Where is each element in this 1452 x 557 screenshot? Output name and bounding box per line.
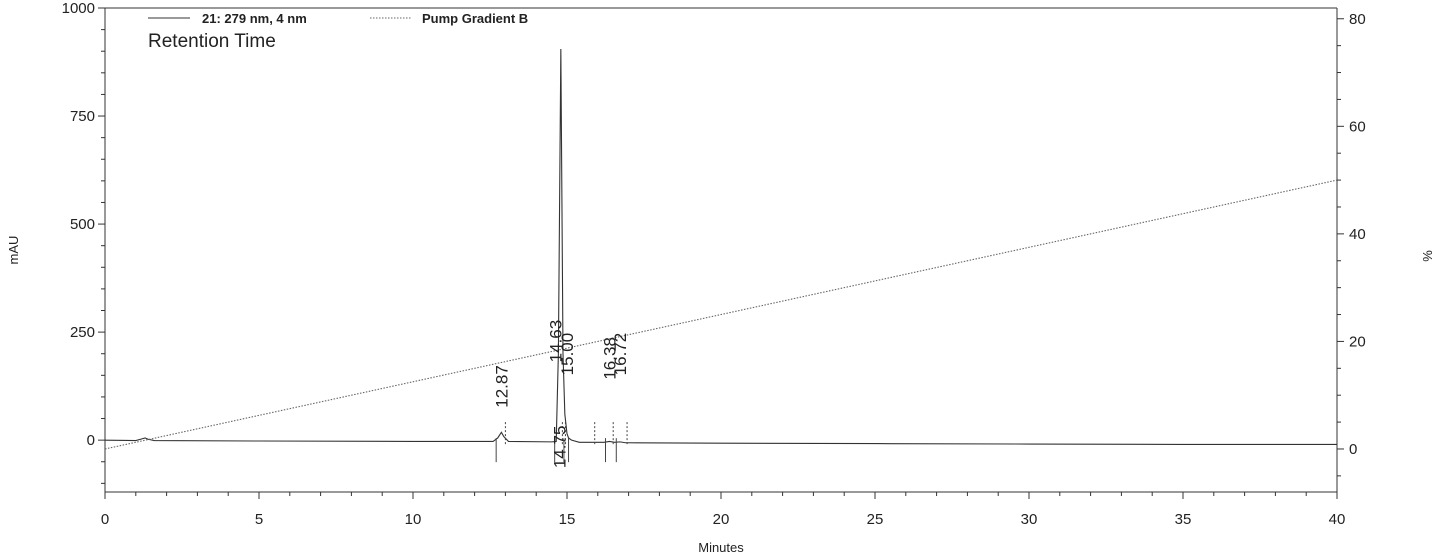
retention-time-annotation: Retention Time bbox=[148, 31, 276, 52]
x-tick-label: 10 bbox=[405, 511, 422, 528]
peak-label: 14.63 bbox=[547, 320, 566, 363]
left-y-tick-label: 750 bbox=[70, 108, 95, 125]
left-y-axis-title: mAU bbox=[6, 236, 21, 265]
legend: 21: 279 nm, 4 nm Pump Gradient B bbox=[148, 11, 528, 26]
peak-label: 16.38 bbox=[601, 337, 620, 380]
x-tick-label: 25 bbox=[867, 511, 884, 528]
left-y-tick-label: 250 bbox=[70, 324, 95, 341]
left-y-tick-label: 500 bbox=[70, 216, 95, 233]
x-tick-label: 0 bbox=[101, 511, 109, 528]
peak-label: 12.87 bbox=[492, 365, 511, 408]
left-y-tick-label: 0 bbox=[87, 432, 95, 449]
right-y-tick-label: 20 bbox=[1349, 333, 1366, 350]
right-y-tick-label: 80 bbox=[1349, 11, 1366, 28]
x-tick-label: 40 bbox=[1329, 511, 1346, 528]
peak-label: 14.75 bbox=[550, 426, 569, 469]
peak-label: 16.72 bbox=[611, 333, 630, 376]
x-tick-label: 5 bbox=[255, 511, 263, 528]
gradient-trace bbox=[104, 179, 1338, 450]
x-tick-label: 20 bbox=[713, 511, 730, 528]
left-y-axis-ticks: 0 250 500 750 1000 bbox=[62, 0, 105, 484]
absorbance-trace bbox=[104, 49, 1337, 446]
left-y-tick-label: 1000 bbox=[62, 0, 95, 17]
x-tick-label: 35 bbox=[1175, 511, 1192, 528]
right-y-tick-label: 60 bbox=[1349, 118, 1366, 135]
series-layer bbox=[104, 49, 1338, 450]
x-tick-label: 30 bbox=[1021, 511, 1038, 528]
x-axis-ticks: 0 5 10 15 20 25 30 35 40 bbox=[101, 492, 1346, 528]
right-y-tick-label: 0 bbox=[1349, 441, 1357, 458]
legend-label-gradient: Pump Gradient B bbox=[422, 11, 528, 26]
right-y-axis-ticks: 0 20 40 60 80 bbox=[1337, 11, 1366, 477]
right-y-axis-title: % bbox=[1420, 250, 1435, 262]
right-y-tick-label: 40 bbox=[1349, 226, 1366, 243]
peak-label: 15.00 bbox=[558, 333, 577, 376]
legend-label-absorbance: 21: 279 nm, 4 nm bbox=[202, 11, 307, 26]
x-tick-label: 15 bbox=[559, 511, 576, 528]
x-axis-title: Minutes bbox=[698, 540, 744, 555]
